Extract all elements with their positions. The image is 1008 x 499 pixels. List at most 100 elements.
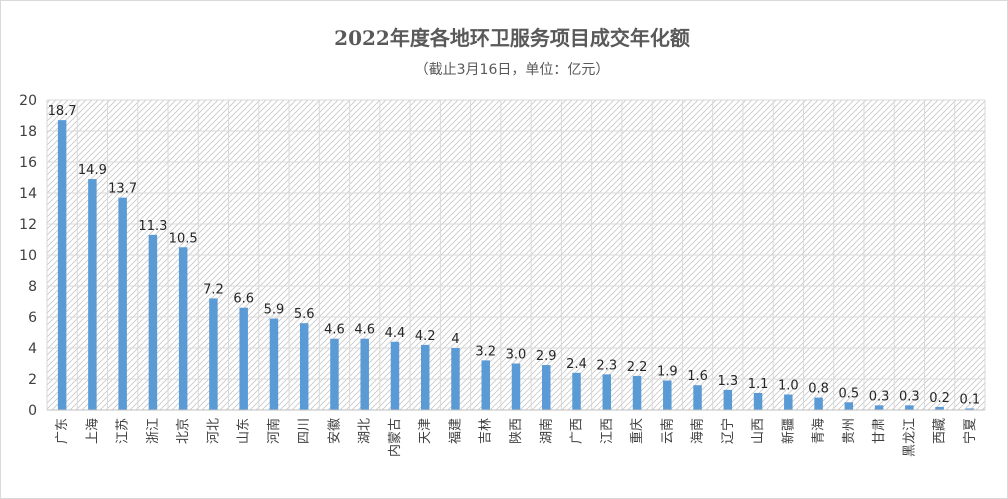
bar-value-label: 1.1 bbox=[748, 377, 769, 392]
y-tick-label: 18 bbox=[19, 124, 37, 140]
bar bbox=[269, 318, 279, 410]
bar bbox=[632, 375, 642, 410]
x-tick-label: 内蒙古 bbox=[387, 418, 403, 457]
x-tick-label: 安徽 bbox=[327, 418, 342, 444]
bar bbox=[784, 394, 793, 410]
x-axis: 广东 上海 江苏 浙江 北京 河北 山东 河南 四川 安徽 湖北 内蒙古 天津 福建 吉林 陕西 湖南 广西 江西重… bbox=[55, 418, 978, 457]
bar-value-label: 3.0 bbox=[506, 348, 527, 363]
bar-value-label: 11.3 bbox=[138, 219, 167, 234]
bar bbox=[57, 120, 67, 411]
bar-value-label: 13.7 bbox=[108, 182, 137, 197]
x-tick-label: 宁夏 bbox=[962, 418, 978, 444]
y-tick-label: 12 bbox=[19, 217, 37, 233]
bar-value-label: 6.6 bbox=[233, 292, 254, 307]
bar bbox=[844, 402, 854, 410]
bar bbox=[814, 397, 823, 410]
bar bbox=[572, 372, 581, 410]
bar-value-label: 14.9 bbox=[78, 163, 107, 178]
x-tick-label: 山西 bbox=[751, 418, 766, 444]
y-tick-label: 0 bbox=[28, 403, 37, 419]
y-tick-label: 2 bbox=[28, 372, 37, 388]
bar-value-label: 1.6 bbox=[687, 369, 708, 384]
bar-value-label: 7.2 bbox=[203, 282, 224, 297]
bar bbox=[390, 341, 400, 410]
x-tick-label: 北京 bbox=[176, 418, 191, 444]
x-tick-label: 青海 bbox=[812, 418, 827, 444]
bar bbox=[178, 247, 188, 410]
bar bbox=[905, 405, 914, 410]
x-tick-label: 上海 bbox=[85, 418, 100, 444]
bar bbox=[451, 348, 460, 410]
bar bbox=[330, 338, 339, 410]
x-tick-label: 浙江 bbox=[146, 418, 161, 444]
bar-value-label: 0.3 bbox=[869, 389, 890, 404]
bar bbox=[511, 363, 521, 410]
bar-series bbox=[57, 120, 975, 411]
chart-title: 2022年度各地环卫服务项目成交年化额 bbox=[334, 26, 690, 50]
y-tick-label: 10 bbox=[19, 248, 37, 264]
bar bbox=[874, 405, 884, 410]
bar-value-label: 10.5 bbox=[169, 231, 198, 246]
x-tick-label: 福建 bbox=[448, 418, 463, 444]
y-tick-label: 16 bbox=[19, 155, 37, 171]
bar-value-label: 2.4 bbox=[566, 357, 587, 372]
bar-value-label: 4.6 bbox=[324, 323, 345, 338]
x-tick-label: 西藏 bbox=[933, 418, 948, 444]
x-tick-label: 重庆 bbox=[629, 418, 645, 444]
x-tick-label: 辽宁 bbox=[720, 418, 736, 444]
bar-value-label: 4 bbox=[451, 332, 459, 347]
bar-value-label: 2.2 bbox=[627, 360, 648, 375]
bar bbox=[239, 307, 248, 410]
x-tick-label: 河北 bbox=[206, 418, 221, 444]
bar bbox=[723, 389, 733, 410]
x-tick-label: 甘肃 bbox=[872, 418, 887, 444]
bar bbox=[602, 374, 612, 410]
x-tick-label: 湖北 bbox=[358, 418, 373, 444]
bar-value-label: 18.7 bbox=[48, 104, 77, 119]
x-tick-label: 天津 bbox=[418, 418, 433, 444]
x-tick-label: 贵州 bbox=[842, 418, 857, 444]
x-tick-label: 湖南 bbox=[538, 418, 554, 444]
bar bbox=[663, 380, 672, 410]
bar-value-label: 4.6 bbox=[354, 323, 375, 338]
x-tick-label: 新疆 bbox=[780, 418, 796, 444]
bar-value-label: 4.4 bbox=[385, 326, 406, 341]
x-tick-label: 吉林 bbox=[479, 418, 494, 444]
value-labels: 18.7 14.913.7 11.310.5 7.2 6.6 5.9 5.6 4.6 4.6 4.… bbox=[48, 104, 981, 407]
bar bbox=[360, 338, 369, 410]
x-tick-label: 海南 bbox=[690, 418, 706, 444]
x-tick-label: 河南 bbox=[266, 418, 282, 444]
x-tick-label: 陕西 bbox=[509, 418, 524, 444]
bar bbox=[481, 360, 490, 410]
bar-value-label: 2.9 bbox=[536, 349, 557, 364]
bar bbox=[965, 408, 975, 410]
bar bbox=[118, 197, 127, 410]
y-tick-label: 4 bbox=[28, 341, 37, 357]
x-tick-label: 四川 bbox=[297, 418, 312, 444]
bar bbox=[299, 323, 309, 410]
bar-value-label: 0.8 bbox=[808, 382, 829, 397]
bar-value-label: 1.0 bbox=[778, 379, 799, 394]
y-tick-label: 14 bbox=[19, 186, 37, 202]
bar-value-label: 5.9 bbox=[264, 303, 285, 318]
chart-subtitle: （截止3月16日，单位：亿元） bbox=[415, 62, 610, 78]
bar-value-label: 5.6 bbox=[294, 307, 315, 322]
x-tick-label: 江苏 bbox=[115, 418, 131, 444]
bar-value-label: 2.3 bbox=[596, 358, 617, 373]
bar-value-label: 1.9 bbox=[657, 365, 678, 380]
bar bbox=[542, 365, 551, 410]
bar bbox=[753, 392, 763, 410]
x-tick-label: 黑龙江 bbox=[902, 418, 917, 457]
bar bbox=[420, 344, 430, 410]
bar bbox=[209, 298, 218, 410]
x-tick-label: 云南 bbox=[659, 418, 675, 444]
y-tick-label: 20 bbox=[19, 93, 37, 109]
y-tick-label: 6 bbox=[28, 310, 37, 326]
x-tick-label: 广东 bbox=[55, 418, 70, 444]
x-tick-label: 江西 bbox=[600, 418, 615, 444]
bar-value-label: 0.5 bbox=[838, 386, 859, 401]
bar bbox=[935, 406, 944, 410]
bar-value-label: 0.1 bbox=[960, 392, 981, 407]
y-tick-label: 8 bbox=[28, 279, 37, 295]
